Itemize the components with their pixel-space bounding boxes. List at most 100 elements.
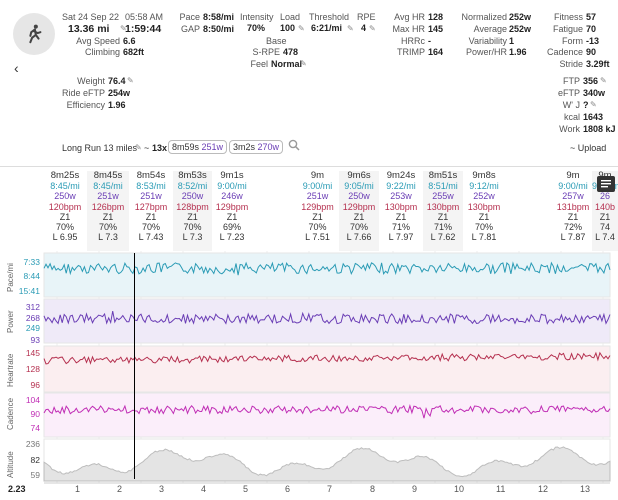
edit-workout-title-icon[interactable]: ✎: [135, 143, 142, 152]
x-axis-tick: 10: [454, 484, 465, 494]
running-icon: [29, 24, 42, 44]
interval-l: L 7.66: [346, 232, 372, 243]
weight-value[interactable]: 76.4: [108, 76, 126, 86]
back-chevron-icon[interactable]: ‹: [14, 60, 19, 76]
interval-t: 8m54s: [136, 170, 166, 181]
interval-pct: 71%: [391, 222, 410, 233]
edit-distance-icon[interactable]: ✎: [120, 24, 127, 33]
interval-p: 9:05/mi: [344, 181, 374, 192]
interval-p: 8:53/mi: [136, 181, 166, 192]
interval-w: 252w: [473, 191, 495, 202]
distance-value[interactable]: 13.36 mi: [68, 23, 110, 35]
threshold-value[interactable]: 6:21/mi: [311, 23, 343, 33]
interval-pct: 70%: [183, 222, 202, 233]
load-value[interactable]: 100: [280, 23, 296, 33]
interval-column[interactable]: 8m45s 8:45/mi 251w 126bpm Z1 70% L 7.3: [87, 170, 129, 251]
interval-column[interactable]: 8m25s 8:45/mi 250w 120bpm Z1 70% L 6.95: [44, 170, 86, 251]
average-label: Average: [473, 24, 507, 34]
base-label: Base: [266, 36, 287, 46]
powerhr-value: 1.96: [509, 47, 527, 57]
x-axis-tick: 11: [496, 484, 506, 494]
interval-p: 9:00/mi: [558, 181, 588, 192]
activity-charts[interactable]: [0, 251, 618, 500]
interval-chip-main[interactable]: 8m59s 251w: [168, 140, 228, 154]
pace-trace: [43, 261, 611, 276]
fitness-label: Fitness: [553, 12, 583, 22]
interval-hr: 130bpm: [467, 201, 501, 212]
x-axis-tick: 9: [412, 484, 418, 494]
interval-l: L 7.4: [595, 232, 615, 243]
interval-z: Z1: [353, 211, 365, 222]
interval-pct: 72%: [563, 222, 582, 233]
interval-column[interactable]: 8m53s 8:52/mi 250w 128bpm Z1 70% L 7.3: [173, 170, 212, 251]
variability-value: 1: [509, 36, 515, 46]
interval-column[interactable]: 9m8s 9:12/mi 252w 130bpm Z1 70% L 7.81: [464, 170, 504, 251]
ride-eftp-value: 254w: [108, 88, 131, 98]
normalized-label: Normalized: [461, 12, 507, 22]
workout-title[interactable]: Long Run 13 miles: [62, 143, 138, 153]
interval-column[interactable]: 8m54s 8:53/mi 251w 127bpm Z1 70% L 7.43: [130, 170, 172, 251]
interval-column[interactable]: 9m 9:00/mi 257w 131bpm Z1 72% L 7.87: [555, 170, 591, 251]
kcal-label: kcal: [563, 112, 580, 122]
interval-w: 251w: [97, 191, 119, 202]
interval-w: 255w: [432, 191, 454, 202]
interval-t: 8m25s: [50, 170, 80, 181]
chip2-power: 270w: [257, 142, 280, 152]
gap-label: GAP: [180, 24, 200, 34]
fitness-value: 57: [586, 12, 597, 22]
interval-z: Z1: [599, 211, 611, 222]
avg-speed-value: 6.6: [123, 36, 136, 46]
chat-icon[interactable]: [597, 176, 615, 192]
edit-wj-icon[interactable]: ✎: [590, 100, 597, 109]
kcal-value: 1643: [583, 112, 604, 122]
maxhr-value: 145: [428, 24, 444, 34]
upload-button[interactable]: ~ Upload: [570, 143, 607, 153]
gap-value: 8:50/mi: [203, 24, 235, 34]
edit-rpe-icon[interactable]: ✎: [369, 24, 376, 33]
interval-w: 251w: [306, 191, 329, 202]
interval-column[interactable]: 8m51s 8:51/mi 255w 130bpm Z1 71% L 7.62: [423, 170, 463, 251]
interval-p: 8:52/mi: [177, 181, 208, 192]
workout-tilde: ~: [144, 143, 150, 153]
wj-value[interactable]: ?: [583, 100, 589, 110]
edit-ftp-icon[interactable]: ✎: [600, 76, 607, 85]
ftp-value[interactable]: 356: [583, 76, 599, 86]
hrrc-label: HRRc: [401, 36, 425, 46]
power-tick-top: 312: [25, 302, 40, 312]
cadence-tick-top: 104: [25, 395, 40, 405]
interval-chip-secondary[interactable]: 3m2s 270w: [229, 140, 284, 154]
interval-t: 9m: [566, 170, 580, 181]
cadence-label: Cadence: [546, 47, 583, 57]
avg-speed-label: Avg Speed: [76, 36, 120, 46]
pace-tick-mid: 8:44: [23, 271, 40, 281]
feel-label: Feel: [250, 59, 268, 69]
hr-tick-bottom: 96: [30, 380, 40, 390]
activity-date: Sat 24 Sep 22: [62, 12, 120, 22]
interval-column[interactable]: 9m24s 9:22/mi 253w 130bpm Z1 71% L 7.97: [380, 170, 422, 251]
x-axis-tick: 7: [327, 484, 333, 494]
edit-feel-icon[interactable]: ✎: [300, 59, 307, 68]
feel-value[interactable]: Normal: [271, 59, 303, 69]
interval-z: Z1: [437, 211, 449, 222]
form-value: -13: [586, 36, 600, 46]
interval-pct: 70%: [141, 222, 160, 233]
interval-w: 250w: [348, 191, 370, 202]
srpe-label: S-RPE: [252, 47, 280, 57]
search-icon[interactable]: [288, 139, 300, 153]
edit-weight-icon[interactable]: ✎: [127, 76, 134, 85]
edit-load-icon[interactable]: ✎: [298, 24, 305, 33]
x-axis-tick: 6: [285, 484, 291, 494]
interval-z: Z1: [312, 211, 323, 222]
interval-column[interactable]: 9m6s 9:05/mi 250w 129bpm Z1 70% L 7.66: [339, 170, 379, 251]
x-axis-tick: 8: [370, 484, 376, 494]
interval-l: L 7.87: [560, 232, 586, 243]
interval-hr: 129bpm: [215, 201, 249, 212]
interval-hr: 127bpm: [134, 201, 168, 212]
rpe-value[interactable]: 4: [361, 23, 367, 33]
interval-p: 9:12/mi: [469, 181, 499, 192]
edit-threshold-icon[interactable]: ✎: [347, 24, 354, 33]
interval-column[interactable]: 9m 9:00/mi 251w 129bpm Z1 70% L 7.51: [297, 170, 338, 251]
interval-l: L 7.51: [305, 232, 330, 243]
interval-column[interactable]: 9m1s 9:00/mi 246w 129bpm Z1 69% L 7.23: [213, 170, 251, 251]
weight-label: Weight: [77, 76, 105, 86]
